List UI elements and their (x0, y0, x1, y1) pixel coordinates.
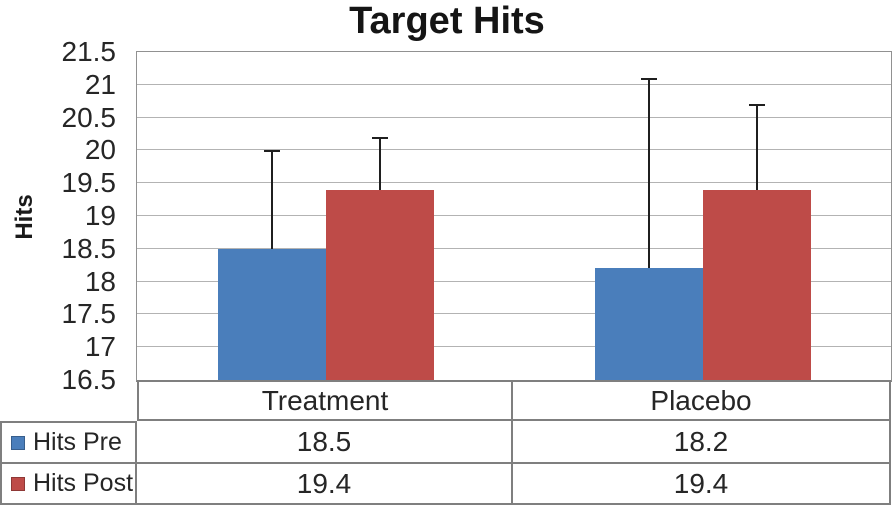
y-tick-label: 16.5 (61, 364, 117, 395)
error-bar-cap (372, 137, 388, 139)
gridline (137, 182, 891, 183)
category-header-treatment: Treatment (137, 382, 513, 421)
error-bar-hits-pre-placebo (648, 78, 650, 268)
y-tick-label: 17 (84, 331, 116, 363)
y-tick-label: 21.5 (61, 36, 117, 67)
y-tick-label: 18 (84, 265, 116, 297)
error-bar-hits-pre-treatment (271, 150, 273, 249)
error-bar-cap (264, 150, 280, 152)
legend-key-hits-post: Hits Post (0, 464, 137, 505)
error-bar-hits-post-treatment (379, 137, 381, 190)
y-tick-label: 21 (84, 68, 116, 100)
gridline (137, 248, 891, 249)
legend-label: Hits Pre (33, 428, 122, 456)
error-bar-cap (749, 104, 765, 106)
plot-area (136, 51, 892, 382)
bar-hits-pre-treatment (218, 249, 326, 380)
gridline (137, 313, 891, 314)
bar-hits-pre-placebo (595, 268, 703, 380)
y-tick-label: 19 (84, 200, 116, 231)
bar-hits-post-treatment (326, 190, 434, 380)
table-value-hits-post-treatment: 19.4 (137, 464, 513, 505)
legend-key-hits-pre: Hits Pre (0, 421, 137, 464)
category-header-placebo: Placebo (513, 382, 891, 421)
y-tick-label: 17.5 (61, 298, 117, 330)
gridline (137, 215, 891, 216)
error-bar-cap (641, 78, 657, 80)
legend-swatch-hits-post (11, 476, 25, 491)
table-value-hits-pre-placebo: 18.2 (513, 421, 891, 464)
y-tick-label: 19.5 (61, 167, 117, 199)
gridline (137, 346, 891, 347)
legend-label: Hits Post (33, 469, 134, 497)
y-tick-label: 20.5 (61, 101, 117, 133)
chart-title: Target Hits (349, 0, 545, 42)
gridline (137, 84, 891, 85)
y-tick-label: 20 (84, 134, 116, 166)
legend-swatch-hits-pre (11, 435, 25, 450)
error-bar-hits-post-placebo (756, 104, 758, 190)
bar-hits-post-placebo (703, 190, 811, 380)
gridline (137, 281, 891, 282)
table-value-hits-pre-treatment: 18.5 (137, 421, 513, 464)
table-value-hits-post-placebo: 19.4 (513, 464, 891, 505)
gridline (137, 149, 891, 150)
y-tick-label: 18.5 (61, 232, 117, 264)
gridline (137, 117, 891, 118)
